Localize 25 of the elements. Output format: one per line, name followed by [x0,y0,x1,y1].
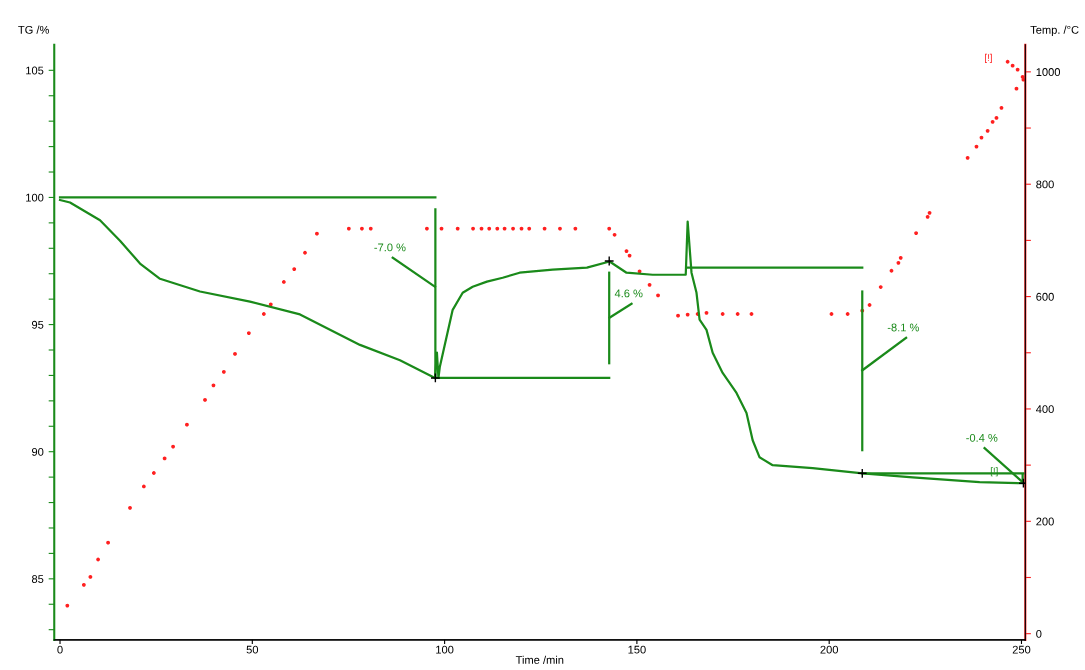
annotation: -7.0 % [374,243,406,252]
y2-axis-title: Temp. /°C [1030,25,1079,36]
y-tick-label: 85 [31,575,44,583]
x-tick-label: 50 [246,645,259,654]
y-tick-label: 95 [32,320,44,329]
y-axis-title: TG /% [18,25,49,34]
y-tick-label: 100 [26,193,44,202]
y2-tick-label: 200 [1036,517,1054,526]
x-tick-label: 250 [1012,645,1031,654]
x-axis-title: Time /min [515,655,564,664]
y2-tick-label: 0 [1036,629,1042,638]
annotation: 4.6 % [614,289,643,298]
y2-tick-label: 800 [1036,180,1054,189]
x-tick-label: 150 [628,645,646,654]
x-tick-label: 100 [436,645,454,654]
y-tick-label: 90 [32,447,44,456]
annotation: -0.4 % [966,433,998,442]
annotation: -8.1 % [887,323,919,332]
y2-tick-label: 600 [1036,292,1054,301]
y2-tick-label: 400 [1036,405,1054,414]
x-tick-label: 0 [57,645,63,654]
annotation: [!] [985,53,992,63]
x-tick-label: 200 [820,645,839,654]
y-tick-label: 105 [26,66,44,75]
y2-tick-label: 1000 [1036,68,1061,76]
